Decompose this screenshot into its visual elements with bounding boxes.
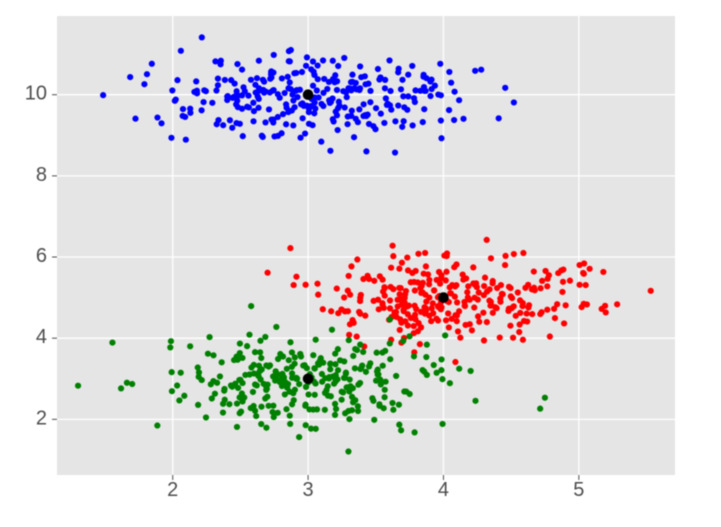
svg-text:2: 2 [167, 479, 178, 501]
svg-text:3: 3 [303, 479, 314, 501]
svg-text:4: 4 [36, 326, 47, 348]
svg-text:5: 5 [573, 479, 584, 501]
svg-text:4: 4 [438, 479, 449, 501]
svg-text:2: 2 [36, 407, 47, 429]
svg-text:8: 8 [36, 164, 47, 186]
svg-text:10: 10 [25, 83, 47, 105]
svg-text:6: 6 [36, 245, 47, 267]
